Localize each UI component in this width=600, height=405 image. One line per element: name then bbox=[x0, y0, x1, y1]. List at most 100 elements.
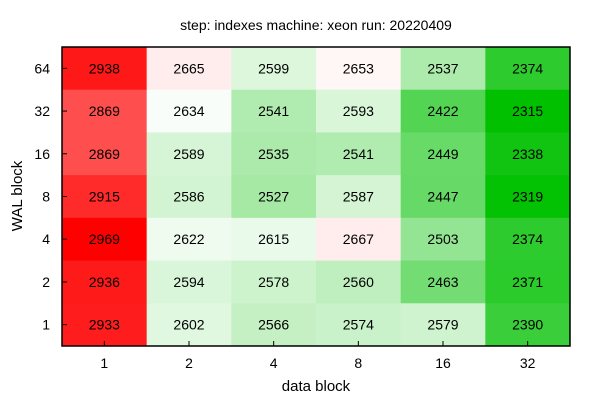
heatmap-cell bbox=[146, 47, 232, 91]
heatmap-cell bbox=[400, 303, 486, 347]
heatmap-cell bbox=[485, 89, 571, 133]
heatmap-cell-label: 2602 bbox=[173, 317, 204, 333]
heatmap-cell-label: 2574 bbox=[343, 317, 374, 333]
heatmap-cells bbox=[62, 47, 571, 347]
heatmap-cell bbox=[316, 260, 402, 304]
heatmap-cell-label: 2447 bbox=[427, 189, 458, 205]
heatmap-cell-label: 2535 bbox=[258, 146, 289, 162]
heatmap-cell bbox=[400, 175, 486, 219]
heatmap-cell-label: 2667 bbox=[343, 231, 374, 247]
heatmap-cell bbox=[146, 303, 232, 347]
heatmap-cell bbox=[485, 260, 571, 304]
x-tick-label: 16 bbox=[435, 355, 451, 371]
heatmap-cell-label: 2665 bbox=[173, 60, 204, 76]
heatmap-cell-label: 2586 bbox=[173, 189, 204, 205]
heatmap-cell bbox=[316, 47, 402, 91]
heatmap-cell-label: 2969 bbox=[89, 231, 120, 247]
y-axis-label: WAL block bbox=[9, 160, 26, 231]
heatmap-cell bbox=[62, 303, 148, 347]
heatmap-cell-label: 2315 bbox=[512, 103, 543, 119]
heatmap-cell bbox=[316, 89, 402, 133]
heatmap-cell bbox=[62, 175, 148, 219]
heatmap-cell-label: 2579 bbox=[427, 317, 458, 333]
y-tick-label: 4 bbox=[42, 231, 50, 247]
y-tick-label: 8 bbox=[42, 189, 50, 205]
y-axis-ticks: 64 32 16 8 4 2 1 bbox=[34, 60, 67, 333]
heatmap-cell-label: 2537 bbox=[427, 60, 458, 76]
heatmap-cell bbox=[231, 89, 317, 133]
x-tick-label: 1 bbox=[100, 355, 108, 371]
heatmap-cell-label: 2527 bbox=[258, 189, 289, 205]
heatmap-cell-label: 2338 bbox=[512, 146, 543, 162]
x-axis-ticks: 1 2 4 8 16 32 bbox=[100, 341, 536, 371]
heatmap-cell bbox=[146, 175, 232, 219]
x-tick-label: 32 bbox=[520, 355, 536, 371]
heatmap-cell bbox=[146, 217, 232, 262]
heatmap-cell bbox=[62, 132, 148, 176]
heatmap-cell-label: 2560 bbox=[343, 274, 374, 290]
heatmap-cell bbox=[146, 132, 232, 176]
heatmap-cell bbox=[231, 47, 317, 91]
heatmap-cell bbox=[316, 303, 402, 347]
heatmap-cell-label: 2622 bbox=[173, 231, 204, 247]
heatmap-cell bbox=[62, 47, 148, 91]
heatmap-cell bbox=[485, 217, 571, 262]
y-tick-label: 2 bbox=[42, 274, 50, 290]
heatmap-cell-label: 2371 bbox=[512, 274, 543, 290]
heatmap-cell-label: 2938 bbox=[89, 60, 120, 76]
heatmap-cell-label: 2541 bbox=[258, 103, 289, 119]
heatmap-cell-label: 2463 bbox=[427, 274, 458, 290]
heatmap-cell bbox=[485, 132, 571, 176]
heatmap-cell bbox=[231, 303, 317, 347]
heatmap-cell bbox=[62, 260, 148, 304]
heatmap-cell-labels: 2938 2665 2599 2653 2537 2374 2869 2634 2541 2593… bbox=[89, 60, 544, 332]
x-axis-label: data block bbox=[282, 378, 351, 395]
heatmap-cell bbox=[231, 260, 317, 304]
heatmap-cell bbox=[316, 132, 402, 176]
y-tick-label: 64 bbox=[34, 60, 50, 76]
heatmap-cell-label: 2593 bbox=[343, 103, 374, 119]
heatmap-cell bbox=[62, 217, 148, 262]
heatmap-cell-label: 2936 bbox=[89, 274, 120, 290]
heatmap-cell bbox=[400, 260, 486, 304]
heatmap-cell bbox=[62, 89, 148, 133]
heatmap-cell-label: 2615 bbox=[258, 231, 289, 247]
heatmap-cell bbox=[485, 303, 571, 347]
heatmap-cell-label: 2933 bbox=[89, 317, 120, 333]
y-tick-label: 1 bbox=[42, 317, 50, 333]
y-tick-label: 32 bbox=[34, 103, 50, 119]
heatmap-cell bbox=[400, 47, 486, 91]
heatmap-cell-label: 2589 bbox=[173, 146, 204, 162]
heatmap-cell-label: 2578 bbox=[258, 274, 289, 290]
heatmap-cell bbox=[400, 89, 486, 133]
heatmap-cell bbox=[316, 217, 402, 262]
heatmap-cell-label: 2915 bbox=[89, 189, 120, 205]
x-tick-label: 2 bbox=[185, 355, 193, 371]
heatmap-cell-label: 2566 bbox=[258, 317, 289, 333]
heatmap-cell-label: 2869 bbox=[89, 146, 120, 162]
heatmap-cell-label: 2374 bbox=[512, 231, 543, 247]
heatmap-cell-label: 2653 bbox=[343, 60, 374, 76]
heatmap-cell-label: 2390 bbox=[512, 317, 543, 333]
heatmap-cell bbox=[146, 260, 232, 304]
heatmap-cell-label: 2503 bbox=[427, 231, 458, 247]
heatmap-cell bbox=[485, 175, 571, 219]
heatmap-cell-label: 2587 bbox=[343, 189, 374, 205]
heatmap-cell-label: 2449 bbox=[427, 146, 458, 162]
heatmap-cell bbox=[485, 47, 571, 91]
heatmap-cell-label: 2374 bbox=[512, 60, 543, 76]
heatmap-cell bbox=[400, 132, 486, 176]
heatmap-cell-label: 2594 bbox=[173, 274, 204, 290]
heatmap-cell bbox=[231, 217, 317, 262]
heatmap-cell bbox=[316, 175, 402, 219]
heatmap-cell-label: 2319 bbox=[512, 189, 543, 205]
heatmap-cell-label: 2869 bbox=[89, 103, 120, 119]
chart-title: step: indexes machine: xeon run: 2022040… bbox=[180, 17, 452, 33]
heatmap-cell-label: 2422 bbox=[427, 103, 458, 119]
heatmap-cell-label: 2599 bbox=[258, 60, 289, 76]
y-tick-label: 16 bbox=[34, 146, 50, 162]
heatmap-cell bbox=[231, 175, 317, 219]
heatmap-cell bbox=[146, 89, 232, 133]
